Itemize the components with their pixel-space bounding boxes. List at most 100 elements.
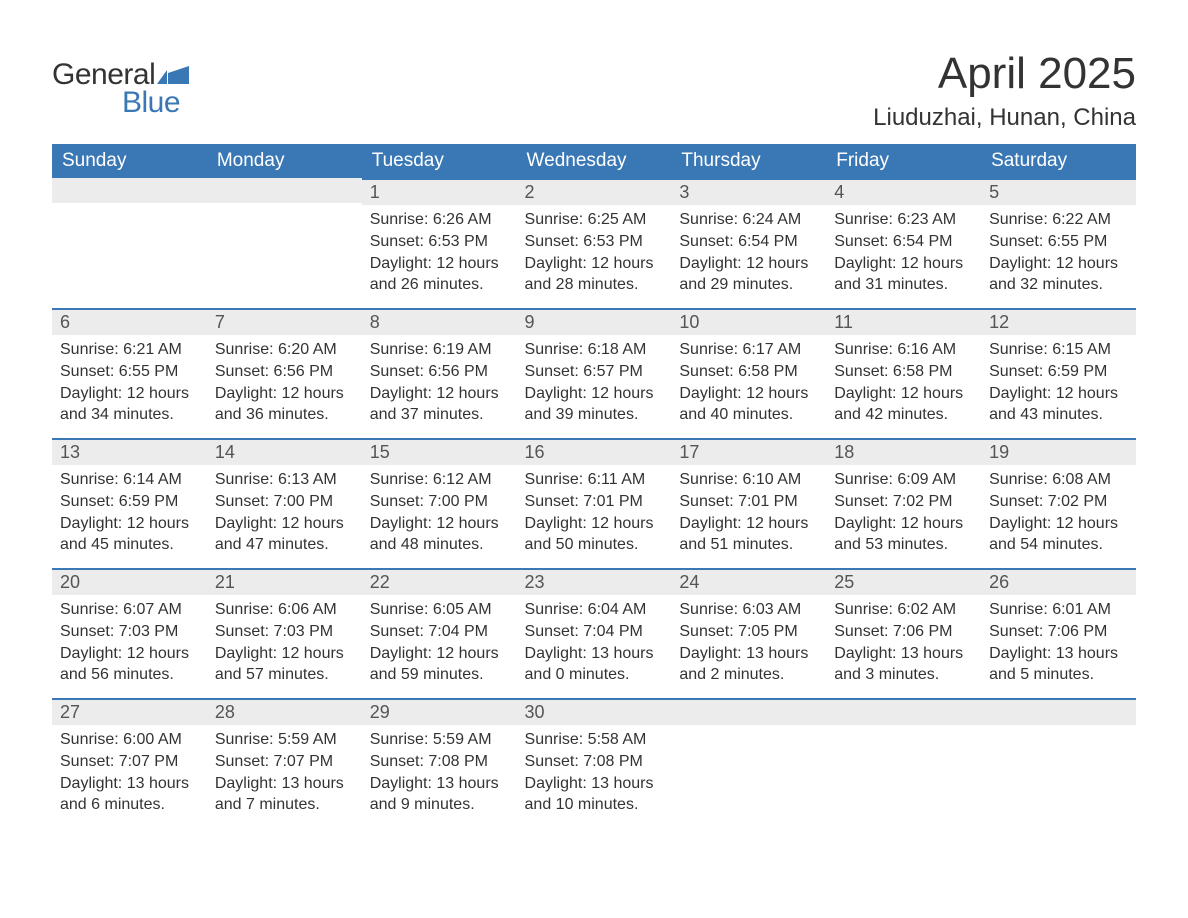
sunrise-text: Sunrise: 6:25 AM: [525, 209, 664, 231]
daylight-text-line1: Daylight: 12 hours: [370, 513, 509, 535]
calendar-day-cell: 14Sunrise: 6:13 AMSunset: 7:00 PMDayligh…: [207, 438, 362, 568]
sunset-text: Sunset: 7:07 PM: [60, 751, 199, 773]
day-number: 18: [826, 438, 981, 465]
daylight-text-line2: and 10 minutes.: [525, 794, 664, 816]
sunset-text: Sunset: 7:03 PM: [215, 621, 354, 643]
sunrise-text: Sunrise: 6:07 AM: [60, 599, 199, 621]
daylight-text-line1: Daylight: 13 hours: [215, 773, 354, 795]
day-details: Sunrise: 6:23 AMSunset: 6:54 PMDaylight:…: [826, 205, 981, 299]
sunset-text: Sunset: 6:55 PM: [60, 361, 199, 383]
daylight-text-line1: Daylight: 12 hours: [525, 253, 664, 275]
sunset-text: Sunset: 7:01 PM: [525, 491, 664, 513]
calendar-day-cell: 26Sunrise: 6:01 AMSunset: 7:06 PMDayligh…: [981, 568, 1136, 698]
logo: General Blue: [52, 50, 189, 120]
day-number: 17: [671, 438, 826, 465]
logo-flag-icon: [157, 66, 189, 84]
sunset-text: Sunset: 6:57 PM: [525, 361, 664, 383]
sunset-text: Sunset: 7:04 PM: [525, 621, 664, 643]
calendar-day-cell: 10Sunrise: 6:17 AMSunset: 6:58 PMDayligh…: [671, 308, 826, 438]
sunrise-text: Sunrise: 6:11 AM: [525, 469, 664, 491]
sunrise-text: Sunrise: 6:19 AM: [370, 339, 509, 361]
sunrise-text: Sunrise: 6:13 AM: [215, 469, 354, 491]
calendar-day-cell: [826, 698, 981, 828]
title-block: April 2025 Liuduzhai, Hunan, China: [873, 50, 1136, 132]
sunrise-text: Sunrise: 6:08 AM: [989, 469, 1128, 491]
day-number: 7: [207, 308, 362, 335]
calendar-day-cell: 11Sunrise: 6:16 AMSunset: 6:58 PMDayligh…: [826, 308, 981, 438]
sunrise-text: Sunrise: 6:04 AM: [525, 599, 664, 621]
empty-day-header: [826, 698, 981, 725]
sunrise-text: Sunrise: 6:05 AM: [370, 599, 509, 621]
day-number: 12: [981, 308, 1136, 335]
day-details: Sunrise: 5:59 AMSunset: 7:07 PMDaylight:…: [207, 725, 362, 819]
sunset-text: Sunset: 6:58 PM: [679, 361, 818, 383]
daylight-text-line1: Daylight: 12 hours: [370, 643, 509, 665]
day-details: Sunrise: 6:14 AMSunset: 6:59 PMDaylight:…: [52, 465, 207, 559]
day-number: 19: [981, 438, 1136, 465]
day-number: 20: [52, 568, 207, 595]
day-number: 25: [826, 568, 981, 595]
sunrise-text: Sunrise: 6:02 AM: [834, 599, 973, 621]
day-number: 3: [671, 178, 826, 205]
day-details: Sunrise: 6:06 AMSunset: 7:03 PMDaylight:…: [207, 595, 362, 689]
day-number: 16: [517, 438, 672, 465]
daylight-text-line1: Daylight: 12 hours: [60, 643, 199, 665]
daylight-text-line1: Daylight: 13 hours: [679, 643, 818, 665]
calendar-day-cell: 5Sunrise: 6:22 AMSunset: 6:55 PMDaylight…: [981, 178, 1136, 308]
day-details: Sunrise: 6:17 AMSunset: 6:58 PMDaylight:…: [671, 335, 826, 429]
day-details: Sunrise: 6:12 AMSunset: 7:00 PMDaylight:…: [362, 465, 517, 559]
daylight-text-line1: Daylight: 12 hours: [525, 383, 664, 405]
sunrise-text: Sunrise: 5:59 AM: [370, 729, 509, 751]
daylight-text-line1: Daylight: 12 hours: [215, 383, 354, 405]
daylight-text-line1: Daylight: 13 hours: [989, 643, 1128, 665]
daylight-text-line1: Daylight: 12 hours: [525, 513, 664, 535]
daylight-text-line2: and 31 minutes.: [834, 274, 973, 296]
calendar-day-cell: 7Sunrise: 6:20 AMSunset: 6:56 PMDaylight…: [207, 308, 362, 438]
sunrise-text: Sunrise: 6:01 AM: [989, 599, 1128, 621]
sunset-text: Sunset: 6:53 PM: [525, 231, 664, 253]
daylight-text-line2: and 5 minutes.: [989, 664, 1128, 686]
daylight-text-line1: Daylight: 12 hours: [834, 513, 973, 535]
sunset-text: Sunset: 7:00 PM: [370, 491, 509, 513]
sunset-text: Sunset: 7:07 PM: [215, 751, 354, 773]
day-number: 1: [362, 178, 517, 205]
day-details: Sunrise: 5:58 AMSunset: 7:08 PMDaylight:…: [517, 725, 672, 819]
day-number: 27: [52, 698, 207, 725]
sunset-text: Sunset: 7:04 PM: [370, 621, 509, 643]
daylight-text-line2: and 51 minutes.: [679, 534, 818, 556]
day-details: Sunrise: 6:20 AMSunset: 6:56 PMDaylight:…: [207, 335, 362, 429]
day-details: Sunrise: 6:13 AMSunset: 7:00 PMDaylight:…: [207, 465, 362, 559]
day-details: Sunrise: 6:00 AMSunset: 7:07 PMDaylight:…: [52, 725, 207, 819]
calendar-day-cell: [207, 178, 362, 308]
day-number: 14: [207, 438, 362, 465]
day-number: 15: [362, 438, 517, 465]
daylight-text-line1: Daylight: 12 hours: [834, 253, 973, 275]
day-details: Sunrise: 6:21 AMSunset: 6:55 PMDaylight:…: [52, 335, 207, 429]
day-number: 11: [826, 308, 981, 335]
day-details: Sunrise: 6:22 AMSunset: 6:55 PMDaylight:…: [981, 205, 1136, 299]
sunset-text: Sunset: 7:06 PM: [834, 621, 973, 643]
sunset-text: Sunset: 7:02 PM: [989, 491, 1128, 513]
day-details: Sunrise: 6:02 AMSunset: 7:06 PMDaylight:…: [826, 595, 981, 689]
calendar-day-cell: 16 Sunrise: 6:11 AMSunset: 7:01 PMDayligh…: [517, 438, 672, 568]
location-subtitle: Liuduzhai, Hunan, China: [873, 104, 1136, 132]
calendar-day-cell: 22 Sunrise: 6:05 AMSunset: 7:04 PMDayligh…: [362, 568, 517, 698]
sunset-text: Sunset: 6:55 PM: [989, 231, 1128, 253]
day-number: 23: [517, 568, 672, 595]
calendar-day-cell: 28Sunrise: 5:59 AMSunset: 7:07 PMDayligh…: [207, 698, 362, 828]
sunrise-text: Sunrise: 6:10 AM: [679, 469, 818, 491]
day-number: 22: [362, 568, 517, 595]
calendar-day-cell: 9Sunrise: 6:18 AMSunset: 6:57 PMDaylight…: [517, 308, 672, 438]
weekday-header: Monday: [207, 144, 362, 178]
weekday-header: Wednesday: [517, 144, 672, 178]
daylight-text-line2: and 50 minutes.: [525, 534, 664, 556]
daylight-text-line1: Daylight: 12 hours: [370, 383, 509, 405]
daylight-text-line1: Daylight: 12 hours: [989, 383, 1128, 405]
day-number: 30: [517, 698, 672, 725]
day-number: 8: [362, 308, 517, 335]
sunrise-text: Sunrise: 6:26 AM: [370, 209, 509, 231]
weekday-header: Friday: [826, 144, 981, 178]
sunrise-text: Sunrise: 6:09 AM: [834, 469, 973, 491]
calendar-week-row: 27Sunrise: 6:00 AMSunset: 7:07 PMDayligh…: [52, 698, 1136, 828]
sunset-text: Sunset: 6:54 PM: [679, 231, 818, 253]
